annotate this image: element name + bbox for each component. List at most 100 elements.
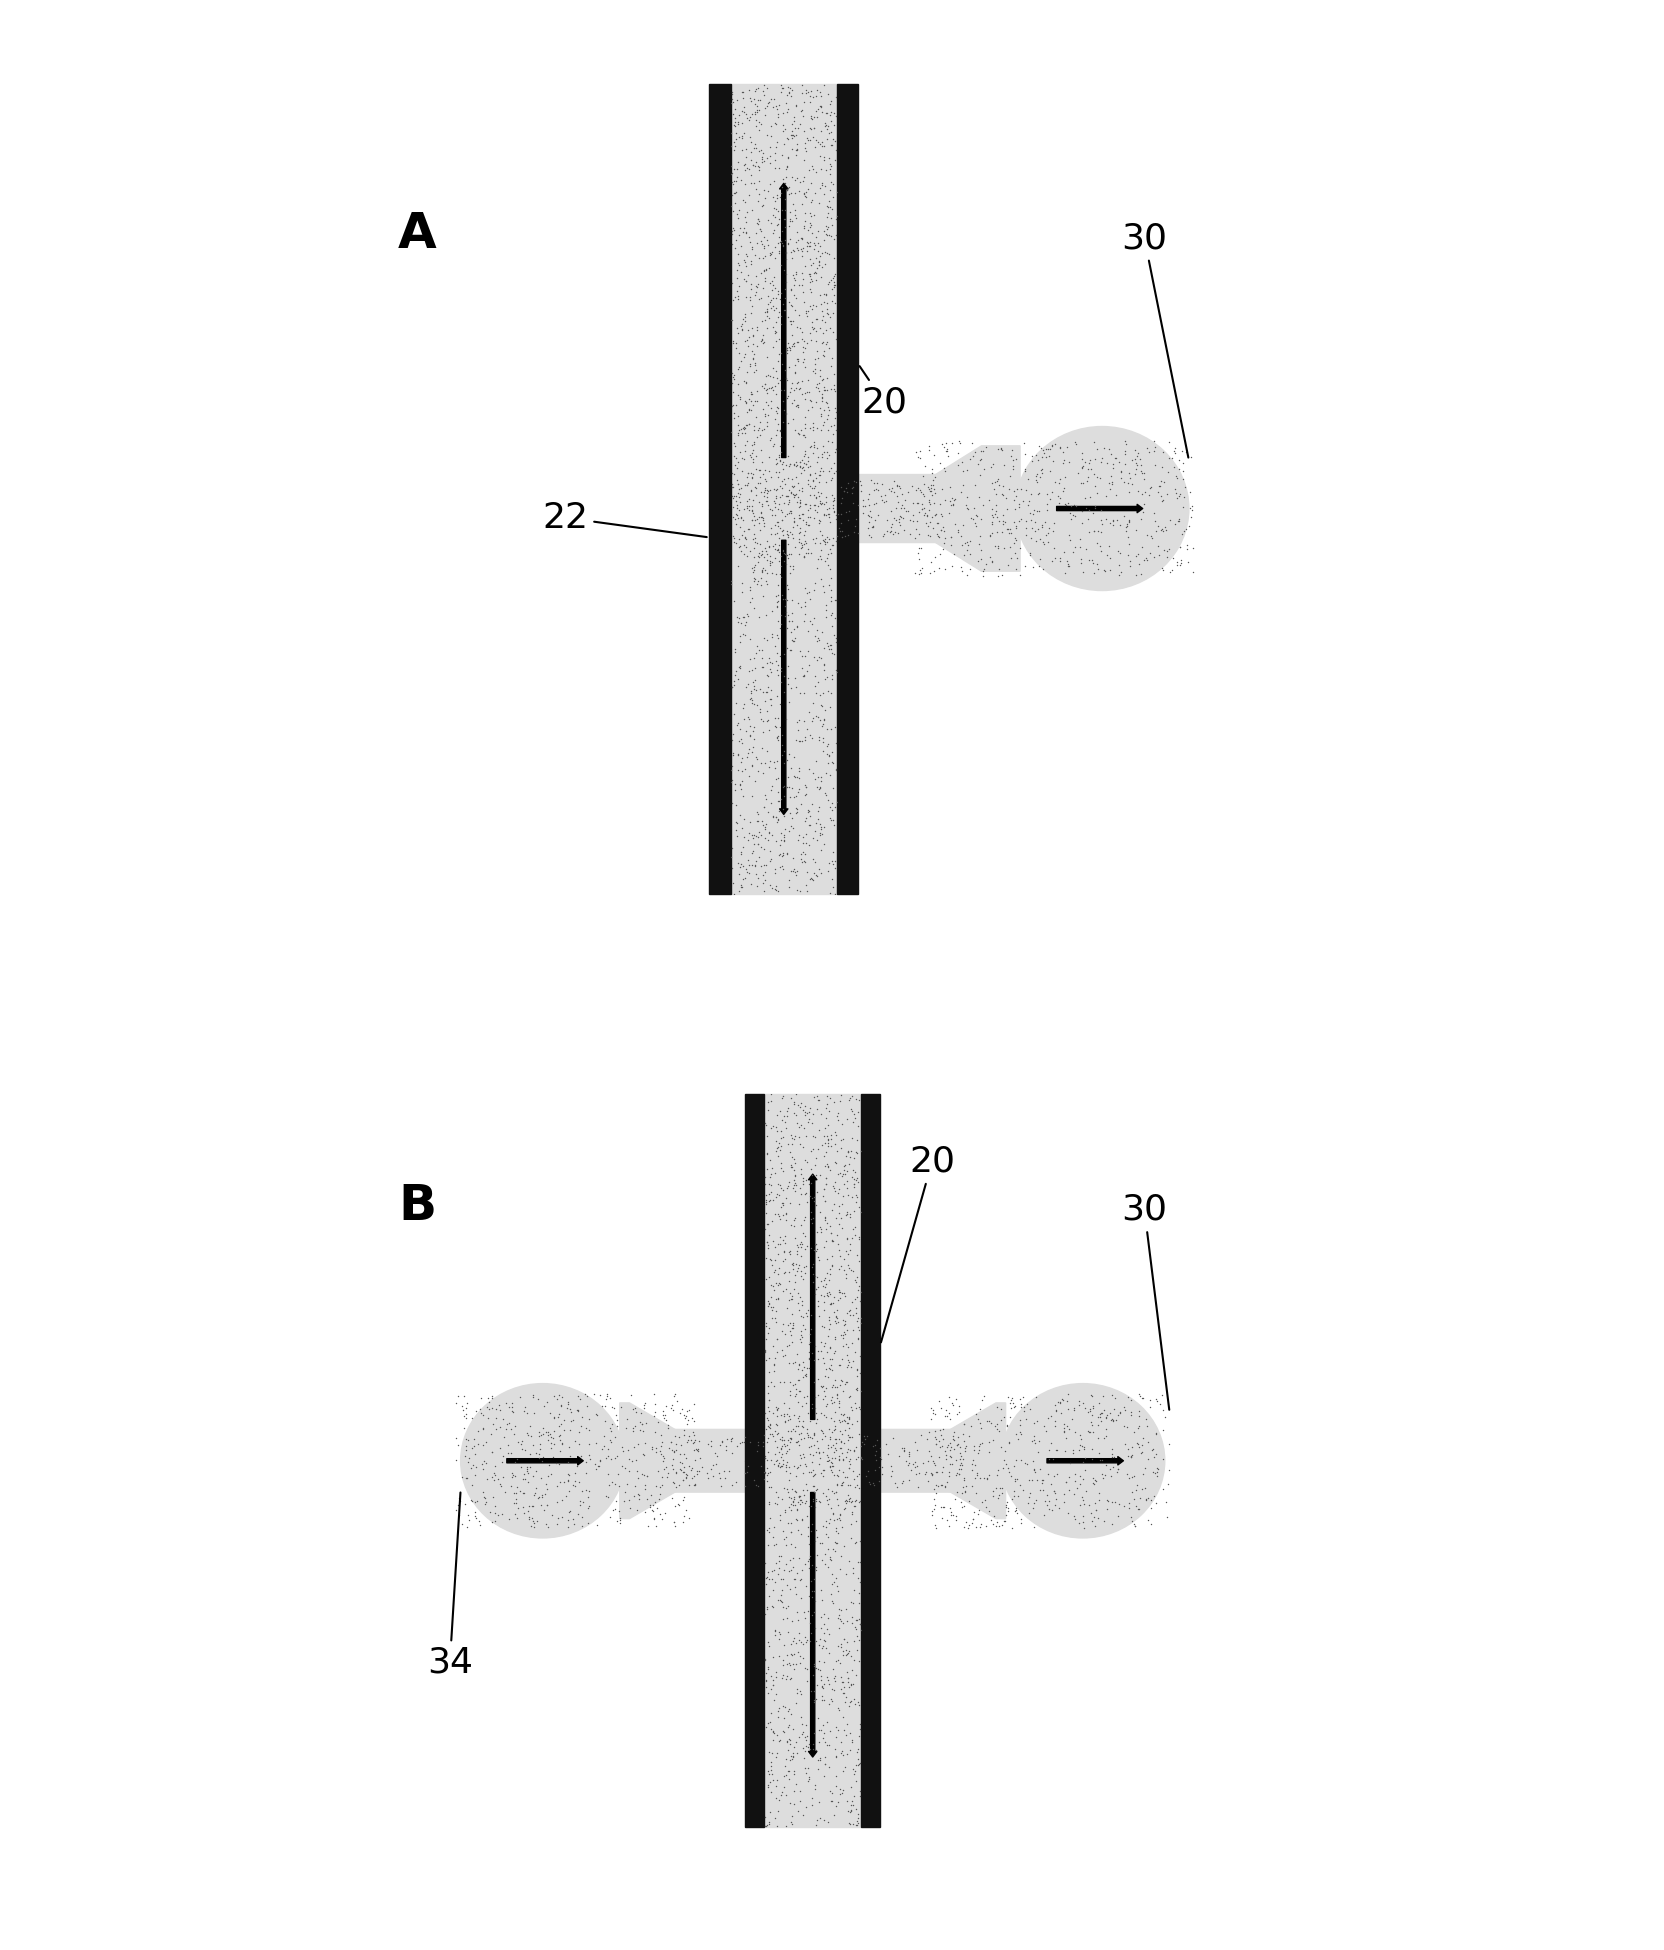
Point [804, 1232, 830, 1264]
Point [606, 1470, 632, 1502]
Point [522, 1437, 549, 1468]
Point [752, 1810, 779, 1841]
Point [752, 809, 779, 840]
Point [1033, 441, 1060, 472]
Point [631, 1416, 657, 1447]
Point [719, 671, 745, 702]
Point [747, 283, 774, 314]
Point [752, 823, 779, 854]
Point [844, 1373, 870, 1404]
Point [747, 673, 774, 704]
Point [1170, 482, 1196, 513]
Point [805, 624, 832, 655]
Point [1145, 1453, 1171, 1484]
Point [1145, 511, 1171, 542]
Point [732, 388, 759, 419]
Point [674, 1459, 701, 1490]
Point [919, 501, 945, 532]
Point [795, 794, 822, 825]
Point [762, 456, 789, 488]
Point [764, 681, 790, 712]
Point [802, 316, 829, 347]
Point [775, 737, 802, 768]
Point [779, 234, 805, 265]
Point [774, 408, 800, 439]
Point [812, 1548, 839, 1580]
Point [919, 1496, 945, 1527]
Point [757, 1755, 784, 1786]
Point [967, 1494, 993, 1525]
Point [1140, 435, 1166, 466]
Point [1140, 1480, 1166, 1511]
Point [840, 466, 867, 497]
Point [824, 1379, 850, 1410]
Point [809, 1583, 835, 1615]
Point [774, 704, 800, 735]
Point [814, 1121, 840, 1152]
Point [937, 530, 963, 562]
Point [762, 292, 789, 324]
Point [794, 1570, 820, 1601]
Point [508, 1427, 534, 1459]
Point [937, 1492, 963, 1523]
Point [1015, 1464, 1042, 1496]
Point [772, 601, 799, 632]
Point [1156, 1455, 1183, 1486]
Point [749, 447, 775, 478]
Point [739, 823, 765, 854]
Point [779, 856, 805, 887]
Point [747, 135, 774, 166]
Point [978, 493, 1005, 525]
Point [747, 454, 774, 486]
Point [1005, 505, 1032, 536]
Point [829, 1344, 855, 1375]
Point [679, 1416, 706, 1447]
Point [754, 1402, 780, 1433]
Point [772, 259, 799, 291]
Point [880, 1424, 907, 1455]
Point [729, 838, 755, 870]
Point [769, 1334, 795, 1365]
Point [790, 1112, 817, 1143]
Point [824, 1379, 850, 1410]
Point [659, 1435, 686, 1466]
Point [1005, 1480, 1032, 1511]
Point [572, 1414, 599, 1445]
Point [827, 1133, 854, 1164]
Point [822, 655, 849, 686]
Point [1007, 1468, 1033, 1500]
Point [1067, 1384, 1093, 1416]
Point [1093, 1400, 1120, 1431]
Point [755, 1228, 782, 1260]
Point [790, 1381, 817, 1412]
Point [742, 653, 769, 684]
Point [805, 1714, 832, 1745]
Point [827, 1595, 854, 1626]
Point [977, 484, 1003, 515]
Point [719, 267, 745, 298]
Point [780, 472, 807, 503]
Point [794, 1353, 820, 1384]
Point [774, 462, 800, 493]
Point [747, 226, 774, 257]
Point [740, 519, 767, 550]
Point [792, 801, 819, 833]
Point [443, 1494, 469, 1525]
Point [755, 1209, 782, 1240]
Point [762, 710, 789, 741]
Point [814, 1706, 840, 1737]
Point [671, 1453, 697, 1484]
Point [792, 1620, 819, 1652]
Point [730, 92, 757, 123]
Point [792, 1488, 819, 1519]
Point [757, 1170, 784, 1201]
Point [787, 503, 814, 534]
Point [835, 1402, 862, 1433]
Point [1102, 1486, 1128, 1517]
Point [937, 1427, 963, 1459]
Point [825, 1306, 852, 1338]
Point [817, 1431, 844, 1462]
Point [730, 601, 757, 632]
Point [760, 353, 787, 384]
Point [937, 472, 963, 503]
